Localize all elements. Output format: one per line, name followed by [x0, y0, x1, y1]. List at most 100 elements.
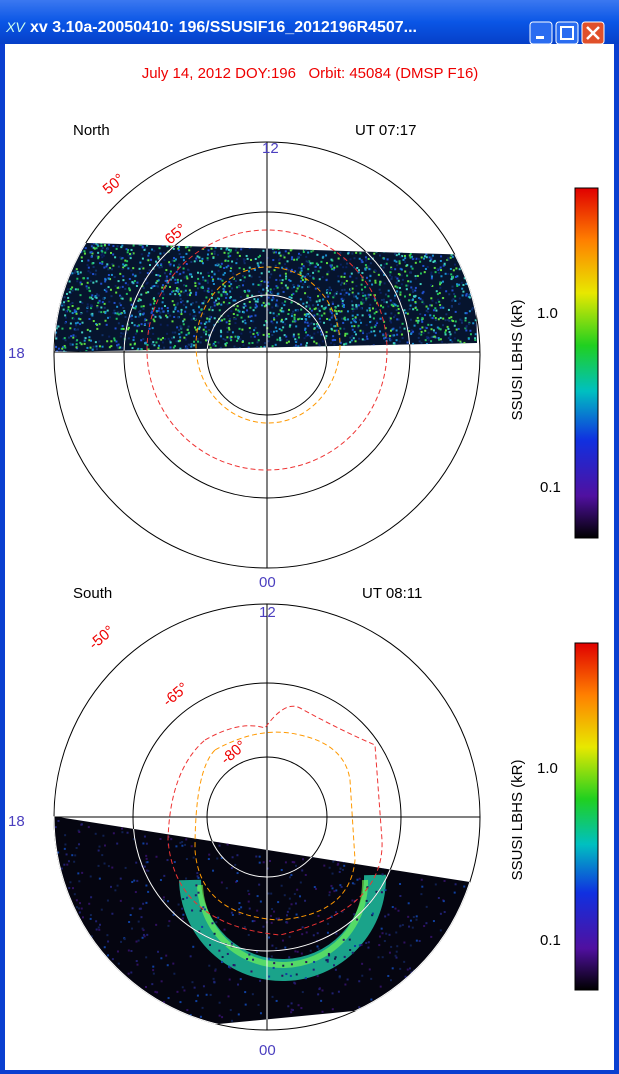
pixel	[219, 1002, 221, 1004]
pixel	[306, 260, 308, 262]
pixel	[136, 880, 138, 882]
pixel	[99, 878, 101, 880]
pixel	[444, 911, 446, 913]
pixel	[135, 862, 137, 864]
pixel	[319, 267, 321, 269]
pixel	[235, 318, 237, 320]
pixel	[213, 978, 215, 980]
pixel	[235, 249, 237, 251]
pixel	[395, 957, 397, 959]
pixel	[382, 306, 384, 308]
pixel	[368, 268, 370, 270]
pixel	[142, 245, 144, 247]
pixel	[189, 289, 191, 291]
pixel	[200, 342, 202, 344]
pixel	[205, 321, 207, 323]
pixel	[73, 861, 75, 863]
pixel	[326, 318, 328, 320]
pixel	[57, 325, 59, 327]
pixel	[101, 256, 103, 258]
pixel	[71, 854, 73, 856]
pixel	[168, 338, 170, 340]
pixel	[63, 309, 65, 311]
pixel	[139, 262, 141, 264]
pixel	[290, 975, 292, 977]
pixel	[364, 295, 366, 297]
pixel	[194, 315, 196, 317]
pixel	[370, 262, 372, 264]
pixel	[208, 309, 210, 311]
minimize-button[interactable]	[530, 22, 552, 44]
pixel	[153, 250, 155, 252]
pixel	[217, 917, 219, 919]
pixel	[155, 285, 157, 287]
pixel	[280, 255, 282, 257]
pixel	[322, 340, 324, 342]
window-buttons[interactable]	[530, 22, 604, 44]
pixel	[282, 302, 284, 304]
pixel	[95, 341, 97, 343]
pixel	[426, 256, 428, 258]
pixel	[239, 328, 241, 330]
pixel	[316, 254, 318, 256]
pixel	[165, 269, 167, 271]
pixel	[277, 293, 279, 295]
pixel	[122, 298, 124, 300]
pixel	[358, 269, 360, 271]
pixel	[87, 306, 89, 308]
pixel	[293, 286, 295, 288]
pixel	[197, 341, 199, 343]
pixel	[320, 261, 322, 263]
pixel	[64, 337, 66, 339]
pixel	[301, 263, 303, 265]
mlt-label: 00	[259, 574, 276, 591]
pixel	[369, 304, 371, 306]
pixel	[93, 266, 95, 268]
pixel	[275, 304, 277, 306]
pixel	[83, 277, 85, 279]
pixel	[285, 973, 287, 975]
pixel	[79, 342, 81, 344]
pixel	[393, 342, 395, 344]
pixel	[146, 843, 148, 845]
pixel	[342, 300, 344, 302]
pixel	[158, 266, 160, 268]
pixel	[399, 895, 401, 897]
pixel	[456, 285, 458, 287]
pixel	[249, 307, 251, 309]
pixel	[61, 348, 63, 350]
pixel	[285, 318, 287, 320]
pixel	[391, 276, 393, 278]
pixel	[77, 322, 79, 324]
pixel	[64, 843, 66, 845]
pixel	[288, 309, 290, 311]
pixel	[116, 318, 118, 320]
pixel	[383, 258, 385, 260]
pixel	[419, 313, 421, 315]
pixel	[427, 266, 429, 268]
pixel	[101, 909, 103, 911]
pixel	[65, 311, 67, 313]
pixel	[97, 252, 99, 254]
pixel	[372, 913, 374, 915]
maximize-button[interactable]	[556, 22, 578, 44]
pixel	[308, 305, 310, 307]
pixel	[134, 343, 136, 345]
pixel	[217, 254, 219, 256]
pixel	[375, 324, 377, 326]
pixel	[425, 268, 427, 270]
pixel	[81, 908, 83, 910]
colorbar	[575, 643, 598, 990]
pixel	[96, 348, 98, 350]
pixel	[455, 320, 457, 322]
pixel	[182, 256, 184, 258]
pixel	[293, 336, 295, 338]
pixel	[287, 313, 289, 315]
pixel	[160, 324, 162, 326]
pixel	[386, 301, 388, 303]
pixel	[229, 291, 231, 293]
pixel	[270, 893, 272, 895]
pixel	[253, 920, 255, 922]
pixel	[394, 268, 396, 270]
pixel	[437, 268, 439, 270]
